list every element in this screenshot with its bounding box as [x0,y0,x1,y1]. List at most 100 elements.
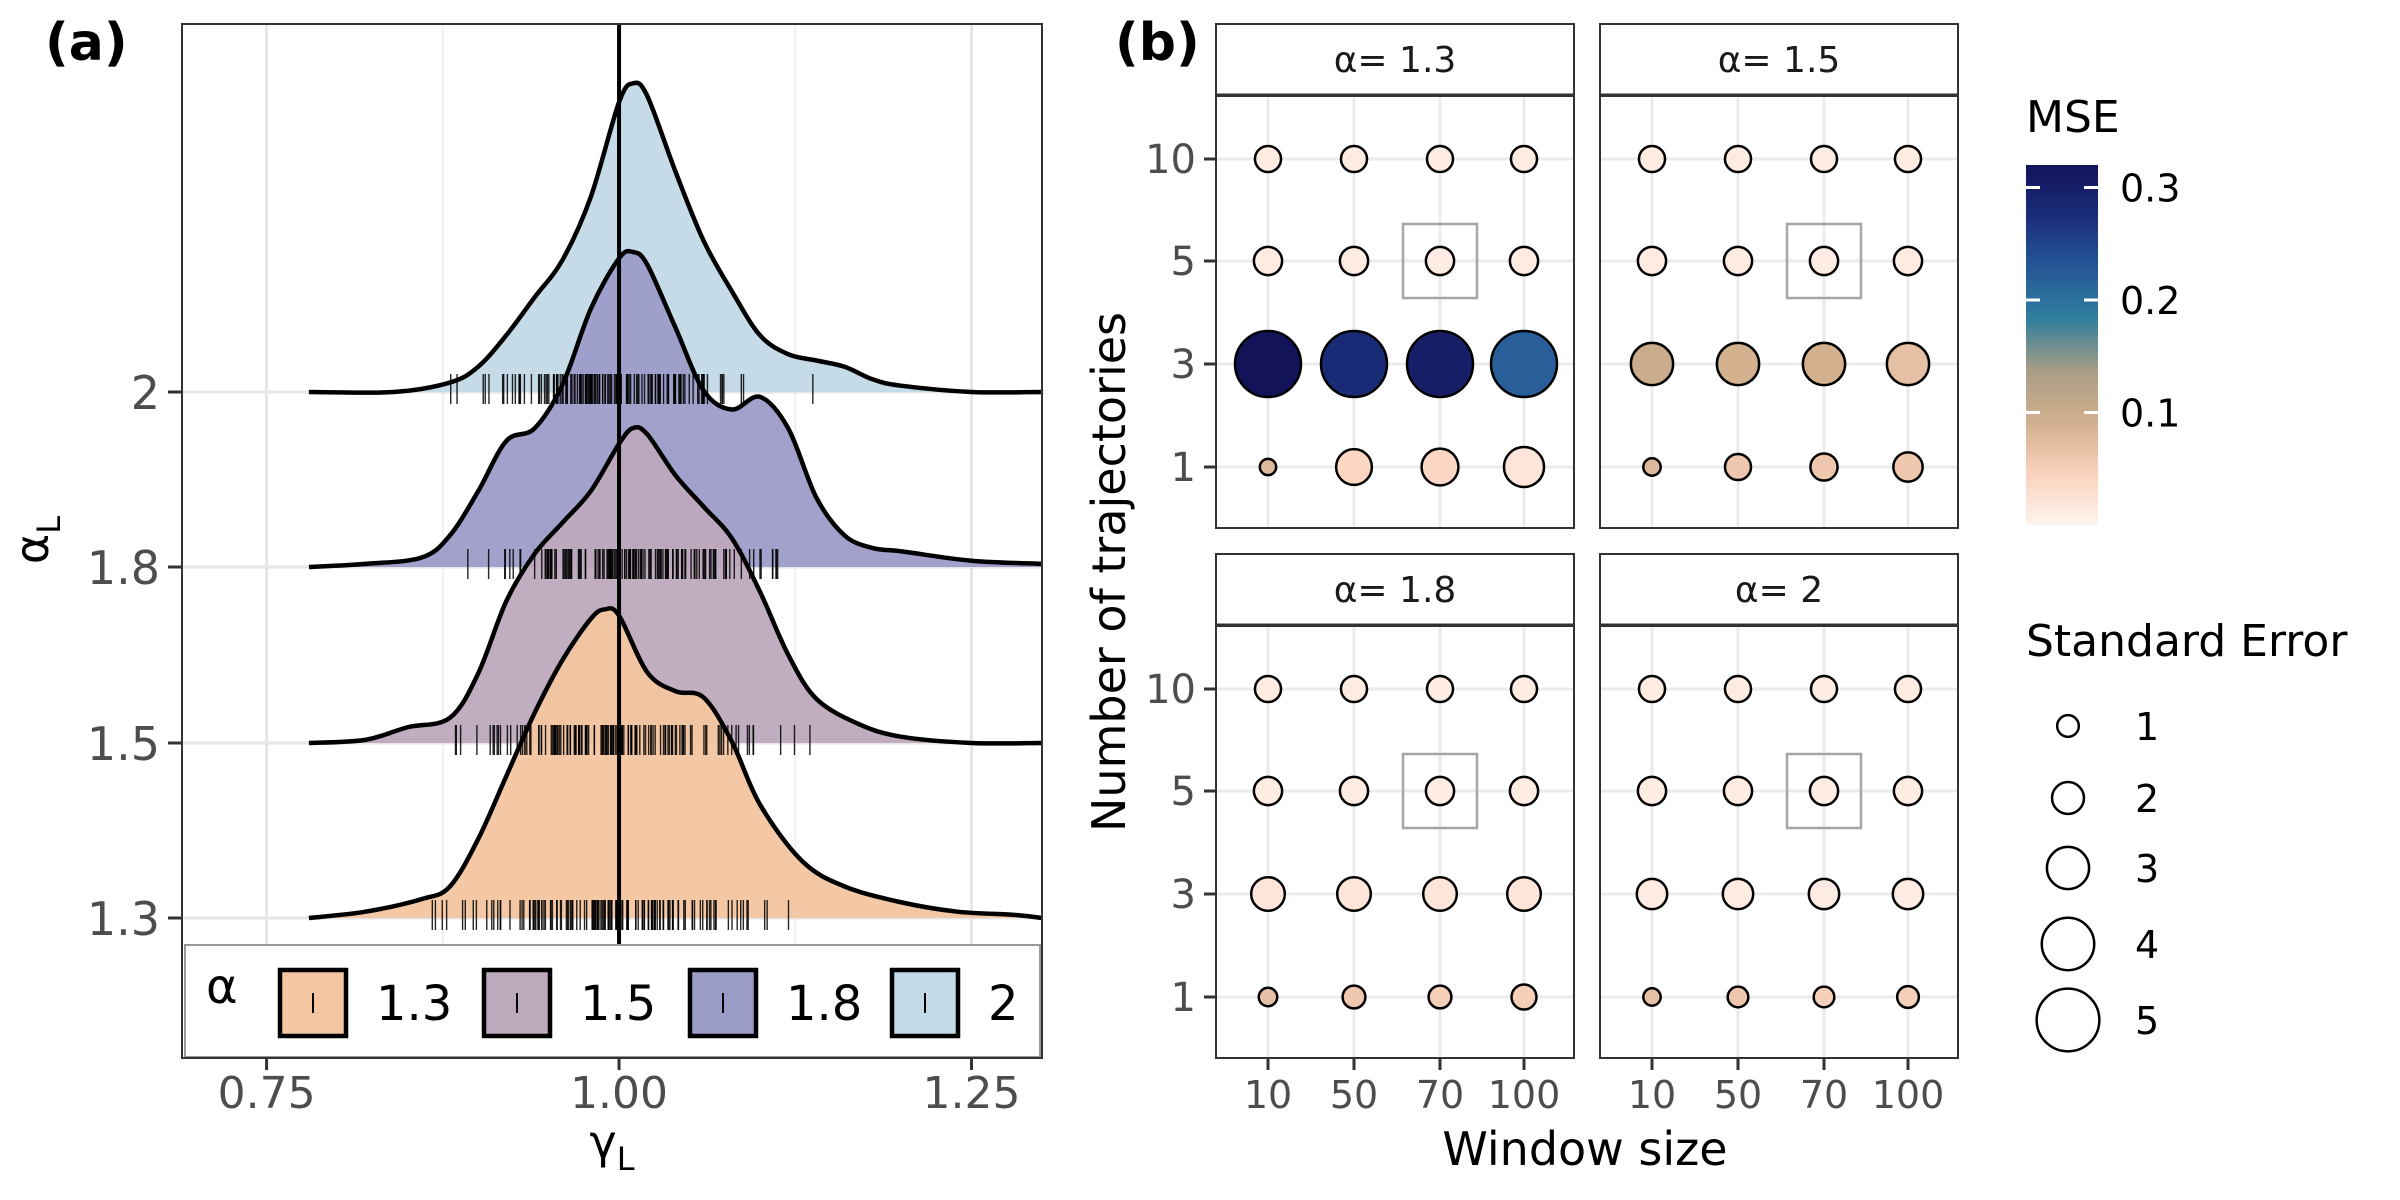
bubble-w100-t3 [1505,875,1543,913]
bubble-w10-t1 [1257,986,1279,1008]
panel-a-legend-title: α [206,959,238,1015]
panel-a-x-tick-label: 1.25 [923,1068,1021,1119]
bubble-w100-t10 [1509,144,1539,174]
mse-tick-label: 0.1 [2120,392,2180,436]
mse-tick-label: 0.3 [2120,167,2180,211]
density-area-alpha-2 [308,82,1042,393]
bubble-w70-t10 [1809,144,1839,174]
mse-colorbar [2026,165,2098,525]
density-curve-alpha-1.5 [308,424,1043,746]
facet-border [1599,625,1959,1059]
panel-a-plot-border [181,23,1043,1059]
mse-tick-label: 0.2 [2120,279,2180,323]
panel-a-x-tick-label: 0.75 [218,1068,316,1119]
mse-colorbar-ticks: 0.1 0.2 0.3 [2026,167,2180,436]
bubble-w70-t10 [1425,144,1455,174]
panel-b-x-tick-label: 100 [1872,1073,1945,1117]
standard-error-key-1: 1 [2055,705,2159,749]
panel-a-y-axis-title: αL [5,516,68,564]
bubble-w70-t3 [1807,877,1841,911]
bubble-w100-t1 [1510,983,1538,1011]
panel-a-y-tick-labels: 1.3 1.5 1.8 2 [87,366,182,946]
size-key-circle [2035,987,2101,1053]
bubble-w70-t5 [1424,775,1456,807]
panel-a-x-tick-labels: 0.75 1.00 1.25 [218,1058,1021,1119]
bubble-w70-t3 [1801,341,1847,387]
facet-4: α= 2 [1599,553,1959,1059]
bubble-w70-t3 [1405,329,1475,399]
panel-a-density-ridges [308,80,1043,921]
facet-border [1599,95,1959,529]
panel-b-y-tick-label: 3 [1171,342,1196,388]
bubble-w70-t5 [1808,245,1840,277]
facet-border [1215,95,1575,529]
bubble-w100-t3 [1885,341,1931,387]
standard-error-legend: Standard Error 1 2 3 4 5 [2026,616,2348,1053]
facet-strip [1215,553,1575,627]
panel-a-y-tick-label: 1.3 [87,892,160,946]
bubble-w10-t1 [1642,457,1662,477]
bubble-w100-t1 [1895,984,1921,1010]
bubble-w50-t1 [1726,985,1750,1009]
panel-b-y-tick-labels: 1 3 5 10 1 3 5 10 [1145,137,1216,1021]
panel-b-y-tick-label: 10 [1145,667,1196,713]
density-curve-alpha-1.3 [308,606,1043,921]
bubble-w10-t5 [1636,245,1668,277]
size-key-label: 4 [2135,923,2159,967]
bubble-w10-t3 [1249,875,1287,913]
bubble-w100-t3 [1489,329,1559,399]
bubble-w10-t5 [1252,245,1284,277]
density-curve-alpha-2 [308,80,1043,395]
bubble-w50-t10 [1339,674,1369,704]
bubble-w70-t1 [1420,447,1460,487]
legend-swatch [277,967,349,1039]
highlight-box [1785,752,1863,830]
bubble-w50-t10 [1723,674,1753,704]
size-key-label: 3 [2135,847,2159,891]
rug-ticks-alpha-2 [450,374,814,404]
legend-key-alpha-1.8: 1.8 [687,967,862,1039]
panel-a-x-tick-label: 1.00 [570,1068,668,1119]
density-area-alpha-1.5 [308,427,1042,744]
size-key-circle [2040,916,2096,972]
standard-error-key-2: 2 [2050,777,2159,821]
panel-b-y-tick-label: 1 [1171,975,1196,1021]
bubble-w100-t1 [1502,445,1546,489]
bubble-w10-t3 [1635,877,1669,911]
bubble-w10-t10 [1253,144,1283,174]
bubble-w10-t5 [1636,775,1668,807]
density-area-alpha-1.3 [308,608,1042,918]
highlight-box [1785,222,1863,300]
bubble-w50-t3 [1335,875,1373,913]
bubble-w50-t1 [1341,984,1367,1010]
bubble-w100-t10 [1893,144,1923,174]
facet-border [1215,625,1575,1059]
panel-a-legend-keys: 1.3 1.5 1.8 2 [277,967,1019,1039]
panel-b-x-tick-label: 10 [1244,1073,1292,1117]
bubble-w100-t5 [1892,245,1924,277]
panel-b-y-tick-label: 10 [1145,137,1196,183]
bubble-w70-t10 [1425,674,1455,704]
panel-a-y-tick-label: 1.8 [87,541,160,595]
size-key-circle [2055,713,2081,739]
bubble-w70-t1 [1427,984,1453,1010]
bubble-w100-t10 [1893,674,1923,704]
bubble-w100-t5 [1508,775,1540,807]
legend-label: 1.3 [376,976,452,1032]
facet-2: α= 1.5 [1599,23,1959,529]
size-key-circle [2050,780,2086,816]
panel-a-y-tick-label: 1.5 [87,717,160,771]
bubble-w50-t10 [1339,144,1369,174]
bubble-w70-t5 [1424,245,1456,277]
highlight-box [1401,222,1479,300]
facet-strip [1215,23,1575,97]
bubble-w100-t1 [1892,451,1924,483]
standard-error-key-3: 3 [2045,845,2159,891]
facet-1: α= 1.3 [1215,23,1575,529]
bubble-w10-t10 [1637,144,1667,174]
size-key-label: 2 [2135,777,2159,821]
panel-b-facet-grid: α= 1.3 α= 1.5 α= 1.8 α= 2 [1215,23,1959,1059]
legend-label: 1.8 [786,976,862,1032]
